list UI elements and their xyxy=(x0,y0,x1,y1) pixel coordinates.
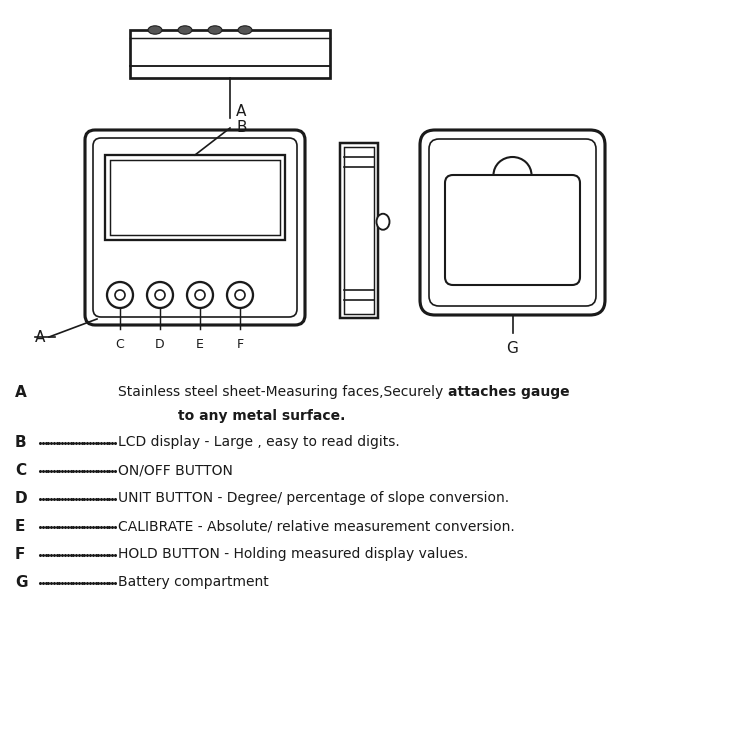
Ellipse shape xyxy=(376,214,389,230)
Text: A: A xyxy=(34,329,45,344)
Ellipse shape xyxy=(148,26,162,34)
Text: ON/OFF BUTTON: ON/OFF BUTTON xyxy=(118,464,232,478)
Text: attaches gauge: attaches gauge xyxy=(448,385,570,399)
Circle shape xyxy=(147,282,173,308)
Circle shape xyxy=(235,290,245,300)
Text: E: E xyxy=(196,338,204,351)
Circle shape xyxy=(155,290,165,300)
Text: LCD display - Large , easy to read digits.: LCD display - Large , easy to read digit… xyxy=(118,436,400,449)
Text: to any metal surface.: to any metal surface. xyxy=(178,409,345,423)
Circle shape xyxy=(187,282,213,308)
Text: C: C xyxy=(15,464,26,478)
Bar xyxy=(105,155,285,240)
Text: D: D xyxy=(15,491,28,506)
Text: A: A xyxy=(236,104,246,119)
FancyBboxPatch shape xyxy=(420,130,605,315)
Text: G: G xyxy=(15,575,28,590)
Text: D: D xyxy=(155,338,165,351)
Ellipse shape xyxy=(208,26,222,34)
Text: G: G xyxy=(506,341,518,356)
FancyBboxPatch shape xyxy=(445,175,580,285)
Text: A: A xyxy=(15,385,27,400)
Circle shape xyxy=(227,282,253,308)
Text: Battery compartment: Battery compartment xyxy=(118,575,268,590)
Text: HOLD BUTTON - Holding measured display values.: HOLD BUTTON - Holding measured display v… xyxy=(118,548,468,562)
Text: C: C xyxy=(116,338,124,351)
Bar xyxy=(340,143,378,318)
Text: B: B xyxy=(236,121,247,136)
Bar xyxy=(344,147,374,314)
Text: E: E xyxy=(15,520,26,535)
Text: F: F xyxy=(236,338,244,351)
Ellipse shape xyxy=(238,26,252,34)
Text: Stainless steel sheet-Measuring faces,Securely: Stainless steel sheet-Measuring faces,Se… xyxy=(118,385,448,399)
Circle shape xyxy=(107,282,133,308)
Text: CALIBRATE - Absolute/ relative measurement conversion.: CALIBRATE - Absolute/ relative measureme… xyxy=(118,520,514,533)
Ellipse shape xyxy=(178,26,192,34)
Bar xyxy=(110,160,280,235)
Text: UNIT BUTTON - Degree/ percentage of slope conversion.: UNIT BUTTON - Degree/ percentage of slop… xyxy=(118,491,509,506)
Circle shape xyxy=(195,290,205,300)
FancyBboxPatch shape xyxy=(85,130,305,325)
Text: F: F xyxy=(15,548,26,562)
Text: B: B xyxy=(15,436,27,451)
Bar xyxy=(130,30,330,78)
Circle shape xyxy=(115,290,125,300)
